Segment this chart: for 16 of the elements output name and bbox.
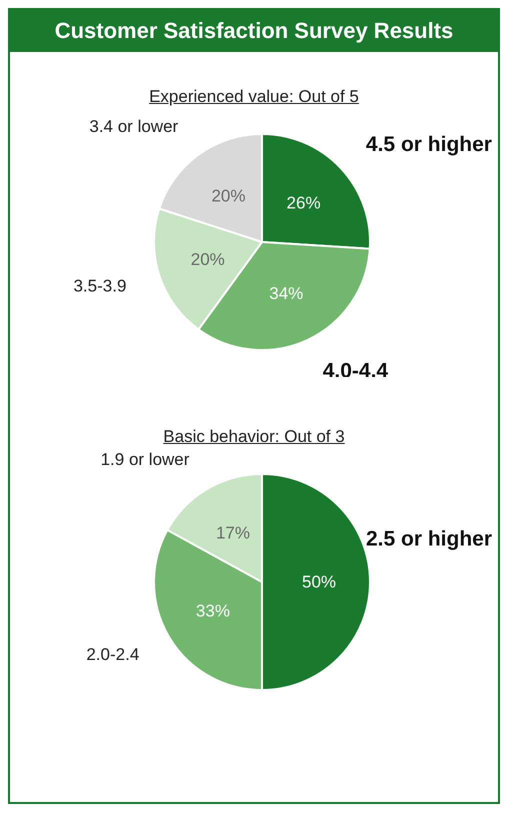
data-label: 33% (196, 602, 230, 621)
data-label: 50% (302, 572, 336, 592)
chart-subtitle: Experienced value: Out of 5 (148, 87, 360, 107)
chart-title: Customer Satisfaction Survey Results (10, 10, 498, 52)
slice-label: 3.5-3.9 (73, 276, 126, 296)
data-label: 17% (216, 523, 250, 542)
data-label: 20% (211, 186, 246, 206)
chart-title: Basic behavior: Out of 3 (162, 427, 346, 447)
slice-label: 4.5 or higher (366, 132, 492, 156)
slice-label: 3.4 or lower (89, 117, 179, 136)
slice-label: 2.5 or higher (366, 527, 492, 550)
slice-label: 1.9 or lower (100, 450, 190, 469)
slice-label: 2.0-2.4 (86, 645, 140, 664)
data-label: 34% (269, 284, 304, 304)
data-label: 26% (286, 193, 321, 212)
data-label: 20% (190, 250, 225, 270)
